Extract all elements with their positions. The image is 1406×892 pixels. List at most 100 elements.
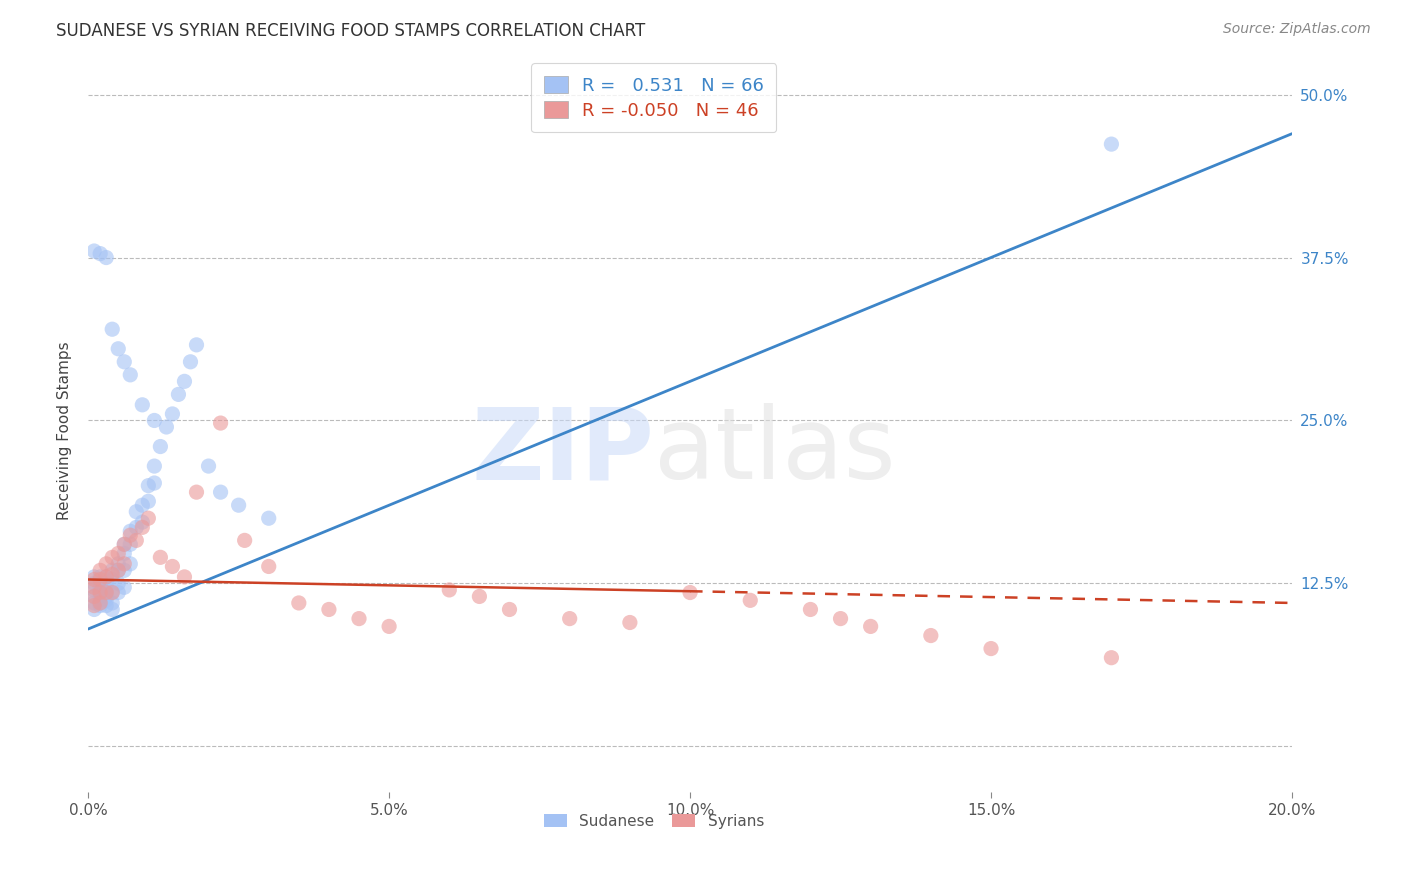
Point xyxy=(107,546,129,560)
Point xyxy=(138,511,160,525)
Point xyxy=(162,407,184,421)
Point xyxy=(149,440,172,454)
Point xyxy=(89,585,111,599)
Point xyxy=(83,582,105,597)
Point xyxy=(179,355,201,369)
Point xyxy=(120,557,142,571)
Point xyxy=(89,573,111,587)
Point xyxy=(112,563,135,577)
Point xyxy=(830,611,852,625)
Point xyxy=(101,573,124,587)
Point xyxy=(83,570,105,584)
Point xyxy=(96,557,118,571)
Point xyxy=(799,602,821,616)
Point xyxy=(439,582,461,597)
Point xyxy=(257,559,280,574)
Point xyxy=(167,387,190,401)
Point xyxy=(89,596,111,610)
Point xyxy=(107,576,129,591)
Point xyxy=(89,599,111,613)
Point xyxy=(131,515,153,529)
Point xyxy=(96,585,118,599)
Point xyxy=(89,246,111,260)
Point xyxy=(101,596,124,610)
Point xyxy=(89,585,111,599)
Text: ZIP: ZIP xyxy=(471,403,654,500)
Point xyxy=(558,611,581,625)
Point xyxy=(468,590,491,604)
Point xyxy=(101,322,124,336)
Point xyxy=(89,576,111,591)
Point xyxy=(143,476,166,491)
Point xyxy=(197,459,219,474)
Point xyxy=(83,573,105,587)
Point xyxy=(138,494,160,508)
Point xyxy=(96,251,118,265)
Point xyxy=(96,582,118,597)
Point xyxy=(89,582,111,597)
Point xyxy=(288,596,311,610)
Point xyxy=(980,641,1002,656)
Text: SUDANESE VS SYRIAN RECEIVING FOOD STAMPS CORRELATION CHART: SUDANESE VS SYRIAN RECEIVING FOOD STAMPS… xyxy=(56,22,645,40)
Point xyxy=(83,599,105,613)
Point xyxy=(96,570,118,584)
Text: Source: ZipAtlas.com: Source: ZipAtlas.com xyxy=(1223,22,1371,37)
Point xyxy=(89,563,111,577)
Point xyxy=(138,478,160,492)
Point xyxy=(162,559,184,574)
Point xyxy=(131,498,153,512)
Point xyxy=(112,546,135,560)
Point xyxy=(859,619,882,633)
Point xyxy=(112,537,135,551)
Point xyxy=(125,520,148,534)
Point xyxy=(173,570,195,584)
Point xyxy=(125,533,148,548)
Point xyxy=(143,459,166,474)
Point xyxy=(378,619,401,633)
Point xyxy=(120,528,142,542)
Point xyxy=(112,580,135,594)
Point xyxy=(679,585,702,599)
Point xyxy=(186,485,208,500)
Y-axis label: Receiving Food Stamps: Receiving Food Stamps xyxy=(58,341,72,519)
Point xyxy=(149,550,172,565)
Point xyxy=(83,590,105,604)
Point xyxy=(96,593,118,607)
Point xyxy=(740,593,762,607)
Point xyxy=(101,585,124,599)
Legend: Sudanese, Syrians: Sudanese, Syrians xyxy=(537,807,770,835)
Point xyxy=(120,524,142,539)
Point xyxy=(101,550,124,565)
Point xyxy=(920,628,942,642)
Point xyxy=(131,398,153,412)
Point xyxy=(101,602,124,616)
Point xyxy=(83,244,105,258)
Point xyxy=(143,413,166,427)
Point xyxy=(107,585,129,599)
Point xyxy=(186,338,208,352)
Point xyxy=(83,590,105,604)
Point xyxy=(96,570,118,584)
Point xyxy=(83,596,105,610)
Point xyxy=(89,570,111,584)
Point xyxy=(96,599,118,613)
Text: atlas: atlas xyxy=(654,403,896,500)
Point xyxy=(107,557,129,571)
Point xyxy=(89,596,111,610)
Point xyxy=(107,563,129,577)
Point xyxy=(318,602,340,616)
Point xyxy=(112,537,135,551)
Point xyxy=(173,375,195,389)
Point xyxy=(89,590,111,604)
Point xyxy=(125,505,148,519)
Point xyxy=(83,580,105,594)
Point xyxy=(112,557,135,571)
Point xyxy=(619,615,641,630)
Point xyxy=(131,520,153,534)
Point xyxy=(257,511,280,525)
Point xyxy=(112,355,135,369)
Point xyxy=(209,416,232,430)
Point xyxy=(228,498,250,512)
Point xyxy=(209,485,232,500)
Point xyxy=(83,602,105,616)
